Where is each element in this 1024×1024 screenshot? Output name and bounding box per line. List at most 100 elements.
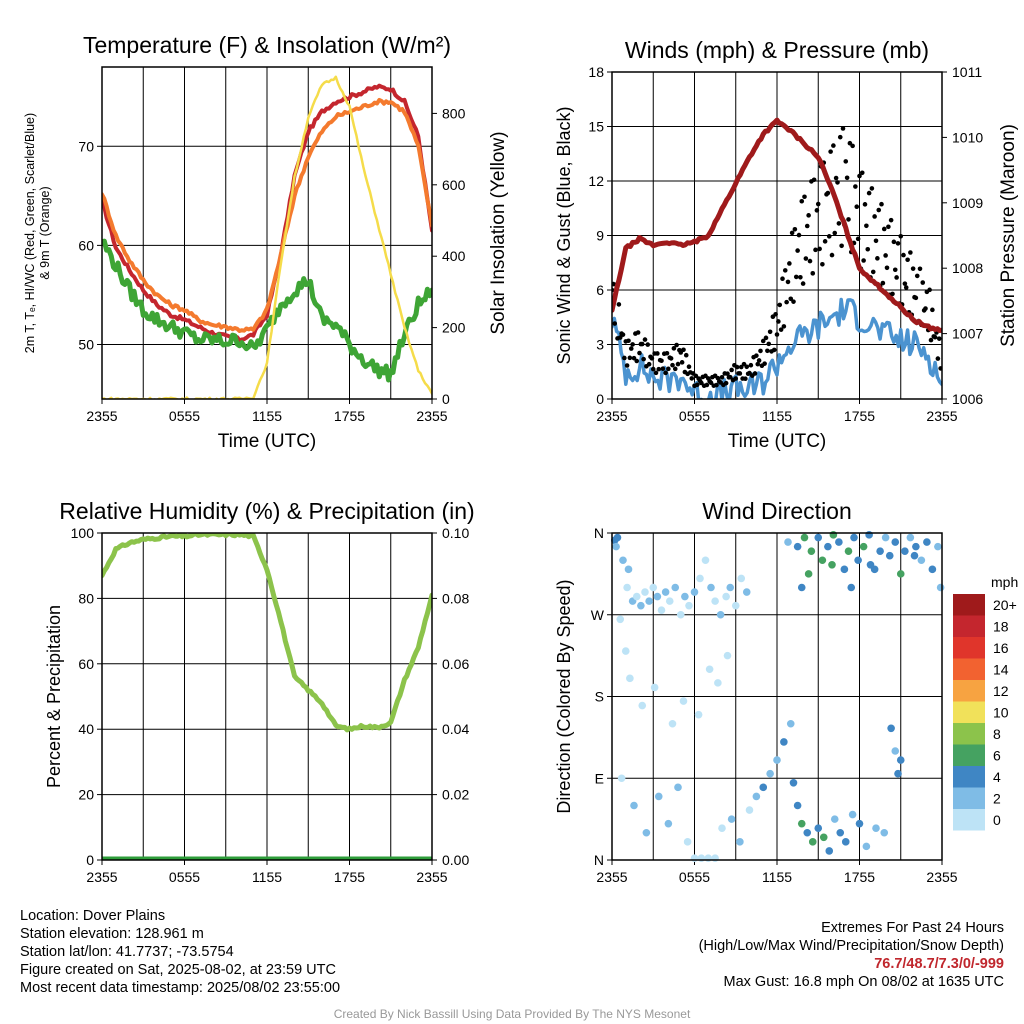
figure-created: Figure created on Sat, 2025-08-02, at 23… <box>20 962 336 978</box>
direction-point <box>766 769 774 778</box>
gust-point <box>855 236 861 242</box>
direction-point <box>626 674 634 683</box>
colorbar-swatch <box>953 723 985 745</box>
x-tick-label: 2355 <box>596 869 627 885</box>
gust-point <box>938 366 942 371</box>
y2-tick-label: 1010 <box>952 129 983 145</box>
gust-point <box>881 226 887 232</box>
gust-point <box>755 361 761 367</box>
gust-point <box>793 274 799 280</box>
direction-point <box>697 854 706 862</box>
gust-point <box>861 258 866 263</box>
direction-point <box>797 819 806 828</box>
y-tick-label: 3 <box>596 337 604 353</box>
gust-point <box>927 287 932 293</box>
direction-point <box>737 574 746 583</box>
series-line-relative-humidity <box>102 533 432 733</box>
gust-point <box>891 239 897 245</box>
direction-point <box>844 547 853 555</box>
direction-point <box>830 815 839 823</box>
gust-point <box>627 355 633 361</box>
y2-tick-label: 600 <box>442 177 466 193</box>
y2-tick-label: 0 <box>442 391 450 407</box>
y-tick-label: N <box>594 525 604 541</box>
gust-point <box>873 238 879 244</box>
direction-point <box>840 565 849 574</box>
colorbar-label: 20+ <box>993 597 1017 613</box>
direction-point <box>707 583 715 592</box>
gust-point <box>649 356 655 361</box>
gust-point <box>782 268 788 273</box>
colorbar-label: 16 <box>993 640 1009 656</box>
direction-point <box>694 710 703 719</box>
gust-point <box>828 149 833 154</box>
gust-point <box>798 274 803 280</box>
gust-point <box>622 355 627 361</box>
direction-point <box>676 610 685 619</box>
gust-point <box>836 221 842 226</box>
gust-point <box>659 358 664 364</box>
gust-point <box>908 250 913 255</box>
gust-point <box>884 265 890 271</box>
gust-point <box>634 358 640 364</box>
y-tick-label: 9 <box>596 228 604 244</box>
direction-point <box>912 542 920 551</box>
station-info: Location: Dover Plains Station elevation… <box>20 907 340 997</box>
direction-point <box>818 556 827 565</box>
colorbar-label: 2 <box>993 791 1001 807</box>
gust-point <box>806 213 811 218</box>
direction-point <box>797 583 806 592</box>
direction-point <box>731 601 740 610</box>
gust-point <box>831 143 836 148</box>
colorbar-swatch <box>953 744 985 766</box>
direction-point <box>617 774 626 783</box>
colorbar-swatch <box>953 766 985 788</box>
direction-point <box>855 819 864 828</box>
colorbar-label: 14 <box>993 662 1009 678</box>
gust-point <box>935 356 941 361</box>
gust-point <box>752 371 758 376</box>
plot-frame <box>101 532 433 861</box>
direction-point <box>685 601 693 610</box>
gust-point <box>630 342 635 347</box>
series-group <box>612 117 942 399</box>
gust-point <box>864 223 869 229</box>
colorbar-swatch <box>953 658 985 680</box>
gust-point <box>866 190 872 196</box>
direction-point <box>711 597 719 605</box>
y-tick-label: E <box>595 770 604 786</box>
direction-point <box>829 531 838 539</box>
direction-point <box>664 819 673 828</box>
gust-point <box>617 335 623 340</box>
gust-point <box>656 366 662 372</box>
extremes-title: Extremes For Past 24 Hours <box>821 920 1004 936</box>
gust-point <box>859 170 865 176</box>
gust-point <box>725 371 730 377</box>
gust-point <box>810 271 816 276</box>
chart-title: Winds (mph) & Pressure (mb) <box>625 37 929 63</box>
gust-point <box>917 266 923 272</box>
direction-point <box>696 574 704 583</box>
direction-point <box>784 538 792 546</box>
gust-point <box>763 335 769 341</box>
gust-point <box>835 180 840 185</box>
series-line-station-pressure <box>612 117 942 333</box>
gust-point <box>780 276 785 282</box>
direction-point <box>641 588 649 596</box>
direction-point <box>711 854 719 862</box>
y-tick-label: 20 <box>78 787 94 803</box>
chart-title: Temperature (F) & Insolation (W/m²) <box>83 32 451 58</box>
colorbar-label: 6 <box>993 748 1001 764</box>
y2-tick-label: 1008 <box>952 260 983 276</box>
gust-point <box>784 299 789 305</box>
colorbar-label: 10 <box>993 705 1009 721</box>
gust-point <box>671 346 677 351</box>
y2-tick-label: 0.10 <box>442 525 469 541</box>
direction-point <box>759 783 768 792</box>
direction-point <box>859 542 868 551</box>
colorbar-swatch <box>953 594 985 616</box>
gust-point <box>743 376 748 382</box>
gust-point <box>767 329 773 335</box>
gust-point <box>628 346 634 351</box>
direction-point <box>828 560 836 569</box>
